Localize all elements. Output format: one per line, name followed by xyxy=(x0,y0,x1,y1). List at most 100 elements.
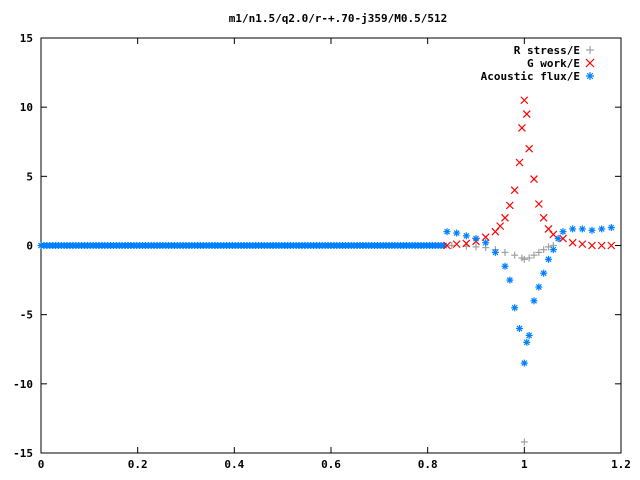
marker-stroke xyxy=(526,332,533,339)
marker-stroke xyxy=(597,241,606,250)
x-tick-label: 1.2 xyxy=(611,458,631,471)
data-point xyxy=(523,338,531,346)
data-point xyxy=(597,241,606,250)
data-point xyxy=(491,248,499,256)
marker-stroke xyxy=(589,227,595,234)
data-point xyxy=(549,246,557,254)
y-tick-label: 0 xyxy=(26,240,33,253)
legend-label: R stress/E xyxy=(514,44,580,57)
data-point xyxy=(481,233,490,242)
marks-layer xyxy=(37,96,616,446)
marker-stroke xyxy=(481,233,490,242)
marker-stroke xyxy=(444,228,450,235)
marker-stroke xyxy=(506,277,513,284)
marker-stroke xyxy=(585,58,595,68)
series-acoustic-flux-e xyxy=(443,224,615,367)
data-point xyxy=(539,213,548,222)
marker-stroke xyxy=(535,284,542,290)
marker-stroke xyxy=(545,256,552,263)
marker-stroke xyxy=(598,225,605,232)
marker-stroke xyxy=(555,235,562,242)
legend-marker xyxy=(586,72,594,80)
marker-stroke xyxy=(482,239,489,246)
x-tick-label: 0.8 xyxy=(418,458,438,471)
data-point xyxy=(522,110,531,119)
data-point xyxy=(520,255,528,263)
x-tick-label: 1 xyxy=(521,458,528,471)
marker-stroke xyxy=(560,228,566,235)
marker-stroke xyxy=(579,225,586,232)
data-point xyxy=(462,232,470,240)
marker-stroke xyxy=(544,224,553,233)
data-point xyxy=(525,144,534,153)
x-tick-label: 0.6 xyxy=(321,458,341,471)
data-point xyxy=(520,359,528,367)
data-point xyxy=(607,224,615,232)
marker-stroke xyxy=(568,238,577,247)
marker-stroke xyxy=(502,263,508,270)
data-point xyxy=(443,228,451,236)
data-point xyxy=(578,240,587,249)
data-point xyxy=(569,225,577,233)
y-tick-label: -10 xyxy=(13,378,33,391)
data-point xyxy=(511,304,519,312)
series-acoustic-flux-baseline xyxy=(37,242,448,249)
series-r-stress-e xyxy=(448,242,557,446)
data-point xyxy=(525,331,533,339)
data-point xyxy=(607,241,616,250)
marker-stroke xyxy=(530,175,538,184)
data-point xyxy=(588,241,596,250)
marker-stroke xyxy=(492,249,499,256)
marker-stroke xyxy=(539,213,548,222)
data-point xyxy=(568,238,577,247)
data-point xyxy=(496,222,505,231)
data-point xyxy=(516,325,523,332)
data-point xyxy=(448,242,456,249)
data-point xyxy=(520,96,529,105)
y-tick-label: -5 xyxy=(20,309,33,322)
marker-stroke xyxy=(515,158,524,167)
data-point xyxy=(510,186,519,195)
data-point xyxy=(578,225,586,233)
marker-stroke xyxy=(588,241,596,250)
data-point xyxy=(501,213,509,222)
data-point xyxy=(506,276,514,284)
y-tick-label: 5 xyxy=(26,170,33,183)
data-point xyxy=(453,229,461,237)
data-point xyxy=(472,243,480,251)
data-point xyxy=(530,297,538,305)
marker-stroke xyxy=(523,339,530,346)
marker-stroke xyxy=(549,230,558,239)
marker-stroke xyxy=(534,200,543,208)
data-point xyxy=(501,248,509,256)
marker-stroke xyxy=(511,304,518,311)
marker-stroke xyxy=(520,96,529,105)
data-point xyxy=(505,201,514,210)
data-point xyxy=(501,262,509,270)
data-point xyxy=(535,283,543,291)
marker-stroke xyxy=(517,123,526,132)
x-tick-label: 0.2 xyxy=(128,458,148,471)
marker-stroke xyxy=(569,225,576,232)
data-point xyxy=(443,241,451,250)
data-point xyxy=(545,243,552,251)
legend-label: G work/E xyxy=(527,57,580,70)
data-point xyxy=(554,235,562,243)
legend-marker xyxy=(585,58,595,68)
marker-stroke xyxy=(501,213,509,222)
x-tick-label: 0 xyxy=(38,458,45,471)
data-point xyxy=(588,226,596,234)
data-point xyxy=(515,158,524,167)
y-tick-label: -15 xyxy=(13,447,33,460)
data-point xyxy=(530,175,538,184)
marker-stroke xyxy=(578,240,587,249)
data-point xyxy=(534,200,543,208)
marker-stroke xyxy=(522,110,531,119)
data-point xyxy=(540,246,548,254)
data-point xyxy=(535,248,543,256)
data-point xyxy=(511,251,519,259)
series-g-work-e xyxy=(443,96,616,250)
